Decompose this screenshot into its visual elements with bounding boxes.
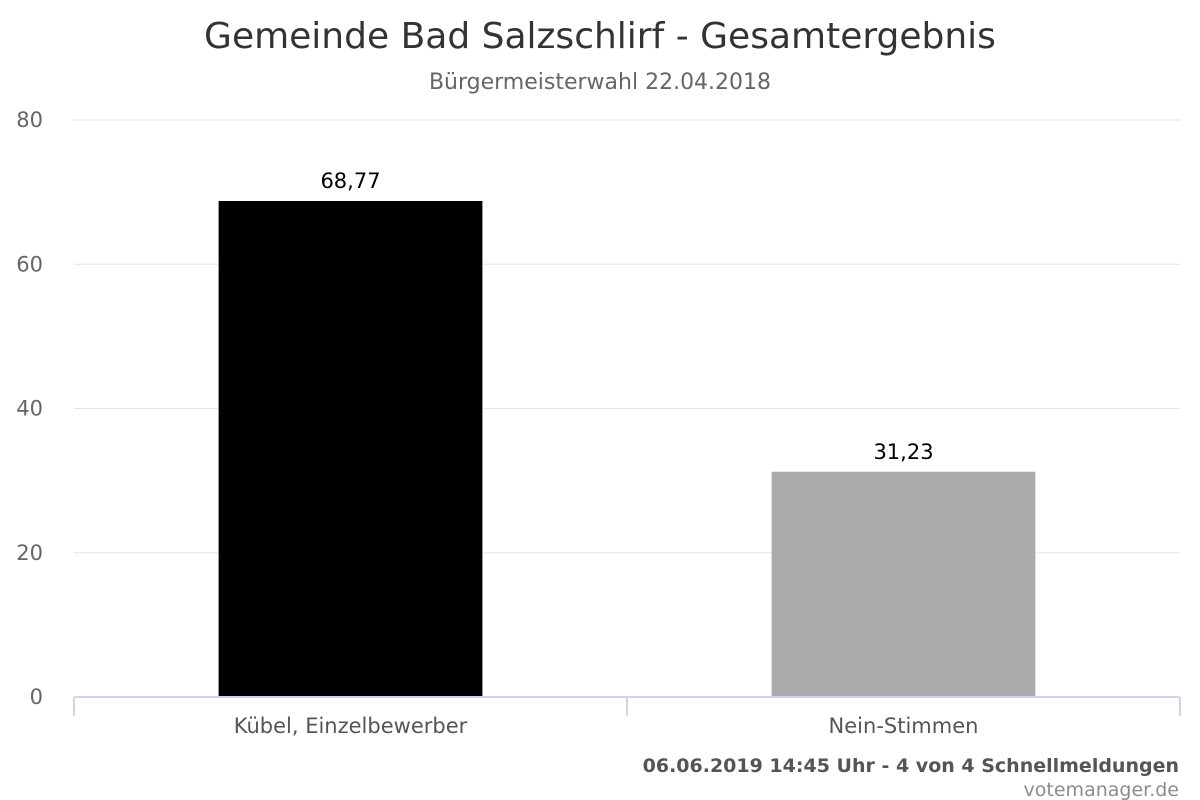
y-tick-label: 60 — [16, 252, 43, 276]
credit-text[interactable]: votemanager.de — [1024, 779, 1179, 800]
data-label: 31,23 — [873, 440, 933, 464]
data-label: 68,77 — [320, 169, 380, 193]
y-tick-label: 0 — [30, 685, 43, 709]
bars — [218, 200, 1036, 697]
bar[interactable] — [218, 200, 483, 697]
chart-title: Gemeinde Bad Salzschlirf - Gesamtergebni… — [204, 16, 996, 57]
bar[interactable] — [771, 471, 1036, 697]
x-tick-label: Nein-Stimmen — [829, 714, 979, 738]
labels: 0 20 40 60 80 68,77 Kübel, Einzelbewerber 31,23… — [16, 108, 978, 738]
footer-status: 06.06.2019 14:45 Uhr - 4 von 4 Schnellme… — [643, 755, 1179, 777]
y-tick-label: 80 — [16, 108, 43, 132]
x-tick-label: Kübel, Einzelbewerber — [234, 714, 468, 738]
credit-link[interactable]: votemanager.de — [1024, 779, 1179, 800]
y-tick-label: 20 — [16, 541, 43, 565]
chart-subtitle: Bürgermeisterwahl 22.04.2018 — [429, 70, 771, 95]
y-tick-label: 40 — [16, 397, 43, 421]
x-axis — [73, 696, 1181, 716]
